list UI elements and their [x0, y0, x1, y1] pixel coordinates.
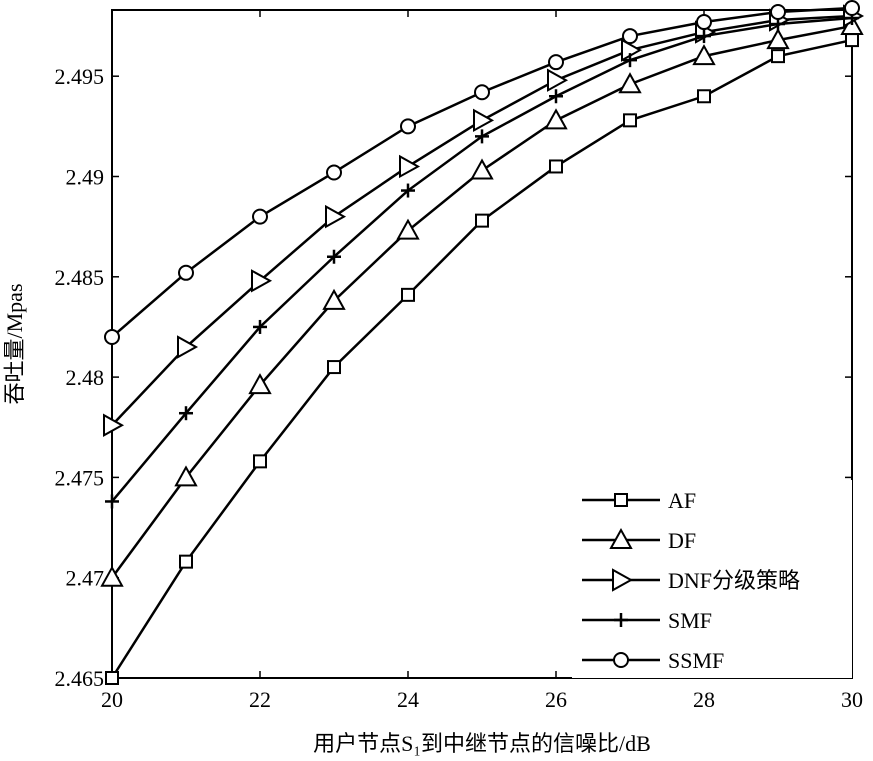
data-point	[251, 269, 273, 293]
data-point	[103, 413, 125, 437]
data-point	[473, 108, 495, 133]
data-point	[475, 213, 489, 228]
data-point	[622, 28, 638, 45]
x-axis-title: 用户节点S₁到中继节点的信噪比/dB	[313, 731, 651, 756]
x-tick-label: 28	[693, 687, 715, 712]
data-point	[253, 454, 267, 469]
legend-item: AF	[582, 488, 696, 513]
legend-item: SSMF	[582, 648, 724, 673]
data-point	[396, 218, 420, 240]
x-tick-label: 24	[397, 687, 419, 712]
data-point	[766, 28, 790, 50]
legend-marker	[612, 568, 634, 592]
y-tick-label: 2.475	[55, 465, 105, 490]
data-point	[327, 360, 341, 375]
data-point	[770, 4, 786, 21]
legend-item: DNF分级策略	[582, 568, 800, 593]
data-point	[623, 113, 637, 128]
data-point	[327, 249, 341, 264]
series-layer	[100, 0, 865, 685]
legend-marker	[614, 613, 628, 627]
legend-label: DNF分级策略	[668, 568, 800, 593]
x-tick-label: 20	[101, 687, 123, 712]
data-point	[845, 33, 859, 48]
y-axis: 2.465 2.47 2.475 2.48 2.485 2.49 2.495	[55, 64, 852, 691]
data-point	[326, 164, 342, 181]
y-axis-title: 吞吐量/Mpas	[2, 283, 27, 404]
data-point	[470, 158, 494, 180]
legend-item: SMF	[582, 608, 712, 633]
data-point	[248, 373, 272, 395]
data-point	[544, 108, 568, 130]
legend-marker	[613, 652, 629, 668]
x-tick-label: 22	[249, 687, 271, 712]
legend-label: AF	[668, 488, 696, 513]
y-tick-label: 2.49	[66, 164, 105, 189]
data-point	[618, 72, 642, 94]
legend: AF DF DNF分级策略 SMF SSMF	[572, 480, 852, 678]
data-point	[179, 406, 193, 421]
data-point	[401, 287, 415, 302]
data-point	[547, 68, 569, 92]
data-point	[401, 183, 415, 198]
y-tick-label: 2.47	[66, 566, 105, 591]
data-point	[771, 49, 785, 64]
data-point	[100, 565, 124, 587]
data-point	[475, 129, 489, 144]
data-point	[623, 53, 637, 68]
data-point	[548, 54, 564, 71]
data-point	[399, 154, 421, 179]
data-point	[325, 204, 347, 229]
legend-item: DF	[582, 527, 696, 553]
legend-label: SSMF	[668, 648, 724, 673]
data-point	[105, 671, 119, 685]
data-point	[252, 208, 268, 225]
data-point	[549, 159, 563, 174]
data-point	[474, 84, 490, 101]
data-point	[178, 264, 194, 281]
data-point	[844, 0, 860, 16]
data-point	[104, 328, 120, 345]
y-tick-label: 2.48	[66, 365, 105, 390]
data-point	[177, 335, 199, 359]
legend-marker	[609, 527, 633, 549]
data-point	[174, 465, 198, 487]
series-SSMF	[104, 0, 860, 345]
data-point	[253, 319, 267, 334]
legend-label: SMF	[668, 608, 712, 633]
data-point	[697, 29, 711, 44]
data-point	[105, 494, 119, 509]
data-point	[322, 288, 346, 310]
data-point	[400, 118, 416, 135]
data-point	[692, 44, 716, 66]
series-DF	[100, 13, 864, 587]
data-point	[549, 89, 563, 104]
data-point	[697, 89, 711, 104]
data-point	[696, 14, 712, 31]
x-tick-label: 30	[841, 687, 863, 712]
x-tick-label: 26	[545, 687, 567, 712]
data-point	[179, 554, 193, 569]
y-tick-label: 2.465	[55, 666, 105, 691]
y-tick-label: 2.485	[55, 265, 105, 290]
legend-marker	[614, 493, 628, 507]
legend-label: DF	[668, 528, 696, 553]
y-tick-label: 2.495	[55, 64, 105, 89]
